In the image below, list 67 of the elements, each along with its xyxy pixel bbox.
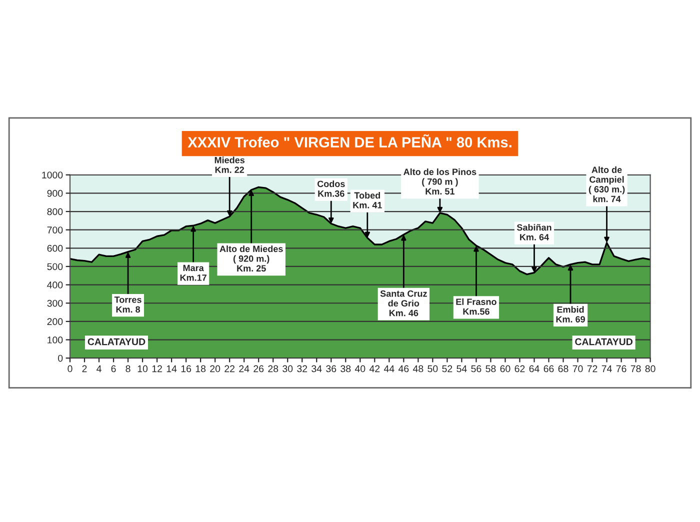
x-tick-label: 10 [138, 365, 148, 372]
x-tick-label: 30 [282, 365, 293, 372]
x-tick-label: 68 [558, 365, 568, 372]
annotation: Tobed Km. 41 [353, 192, 382, 208]
x-tick-label: 80 [645, 365, 656, 372]
x-tick-label: 14 [166, 365, 177, 372]
annotation: Alto de los Pinos ( 790 m ) Km. 51 [404, 168, 476, 195]
x-tick-label: 32 [297, 365, 308, 372]
x-tick-label: 34 [312, 365, 322, 372]
x-tick-label: 16 [181, 365, 192, 372]
annotation: Alto de Campiel ( 630 m.) km. 74 [588, 166, 625, 202]
y-tick-label: 300 [47, 300, 63, 307]
x-tick-label: 20 [210, 365, 220, 372]
annotation: El Frasno Km.56 [456, 298, 496, 315]
annotation: Miedes Km. 22 [214, 156, 245, 173]
x-tick-label: 78 [630, 365, 641, 372]
annotation: CALATAYUD [575, 338, 632, 346]
y-tick-label: 200 [47, 318, 63, 326]
annotation: Alto de Miedes ( 920 m.) Km. 25 [220, 245, 283, 272]
x-tick-label: 62 [514, 365, 525, 372]
annotation: Embid Km. 69 [556, 306, 585, 322]
y-tick-label: 1000 [42, 172, 63, 178]
x-tick-label: 66 [544, 365, 554, 372]
x-tick-label: 12 [152, 365, 162, 372]
x-tick-label: 72 [587, 365, 598, 372]
x-tick-label: 8 [126, 365, 130, 372]
x-tick-label: 50 [428, 365, 438, 372]
x-tick-label: 54 [456, 365, 467, 372]
x-tick-label: 76 [616, 365, 626, 372]
y-tick-label: 900 [47, 190, 63, 197]
x-tick-label: 64 [529, 365, 540, 372]
y-tick-label: 700 [47, 226, 63, 234]
annotation: Santa Cruz de Grio Km. 46 [380, 290, 427, 316]
y-tick-label: 500 [47, 263, 63, 270]
y-tick-label: 800 [47, 208, 63, 216]
x-tick-label: 48 [412, 365, 424, 372]
y-tick-label: 100 [48, 336, 63, 344]
annotation: Sabiñan Km. 64 [516, 224, 552, 240]
x-tick-label: 18 [196, 365, 206, 372]
x-tick-label: 44 [384, 365, 394, 372]
x-tick-label: 4 [96, 365, 102, 372]
x-tick-label: 26 [254, 365, 264, 372]
x-tick-label: 42 [369, 365, 380, 372]
x-tick-label: 22 [224, 365, 234, 372]
annotation: Codos Km.36 [317, 180, 345, 197]
x-tick-label: 60 [500, 365, 510, 372]
annotation: Torres Km. 8 [114, 296, 142, 313]
x-tick-label: 46 [398, 365, 409, 372]
x-tick-label: 38 [340, 365, 351, 372]
x-tick-label: 52 [442, 365, 452, 372]
x-tick-label: 24 [239, 365, 250, 372]
annotation: CALATAYUD [88, 338, 146, 346]
x-tick-label: 40 [354, 365, 366, 372]
x-tick-label: 56 [471, 365, 482, 372]
y-tick-label: 0 [58, 354, 63, 362]
chart-title: XXXIV Trofeo " VIRGEN DE LA PEÑA " 80 Kms. [188, 134, 512, 148]
x-tick-label: 74 [602, 365, 612, 372]
x-tick-label: 36 [326, 365, 336, 372]
x-tick-label: 58 [486, 365, 496, 372]
x-tick-label: 0 [68, 365, 72, 372]
x-tick-label: 2 [82, 365, 87, 372]
x-tick-label: 70 [572, 365, 583, 372]
x-tick-label: 6 [111, 365, 116, 372]
annotation: Mara Km.17 [180, 264, 206, 281]
y-tick-label: 400 [47, 282, 63, 288]
x-tick-label: 28 [268, 365, 278, 372]
y-tick-label: 600 [47, 244, 63, 252]
